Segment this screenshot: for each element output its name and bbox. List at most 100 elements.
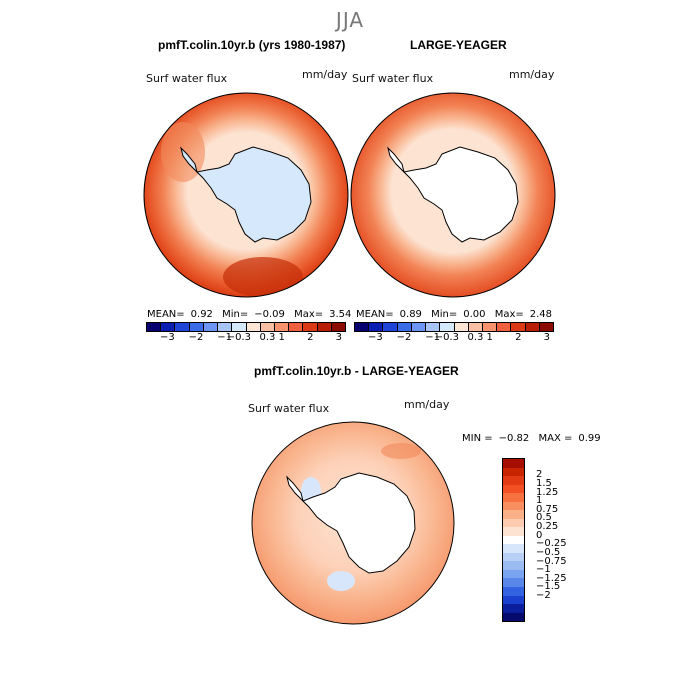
colorbar-swatch	[497, 323, 512, 331]
colorbar-swatch	[189, 323, 204, 331]
colorbar-ticks: −3 −2 −1 −0.3 0.3 1 2 3	[146, 332, 346, 344]
colorbar-swatch	[454, 323, 469, 331]
colorbar-tick-label: −2	[536, 590, 551, 602]
colorbar-tick-label: 1	[486, 332, 493, 343]
colorbar-swatch	[503, 501, 524, 511]
colorbar-tick-label: 2	[307, 332, 314, 343]
colorbar-swatch	[482, 323, 498, 331]
colorbar-tick-label: −0.3	[434, 332, 459, 343]
colorbar-swatch	[289, 323, 304, 331]
colorbar-swatch	[147, 323, 162, 331]
colorbar-swatch	[246, 323, 261, 331]
colorbar-tick-label: 0.3	[467, 332, 484, 343]
colorbar-swatch	[503, 459, 524, 468]
colorbar-swatch	[468, 323, 483, 331]
colorbar-tick-label: −1	[425, 332, 440, 343]
colorbar-swatch	[218, 323, 233, 331]
colorbar-tick-label: 0.3	[259, 332, 276, 343]
map-panel-difference	[251, 421, 455, 625]
antarctic-peninsula	[180, 146, 198, 174]
colorbar-tick-label: −2	[396, 332, 412, 343]
map-panel-observed	[350, 92, 556, 298]
antarctica-landmass	[195, 146, 312, 243]
map-border	[350, 92, 556, 298]
max-label: MAX =	[538, 433, 573, 444]
antarctica-landmass	[402, 146, 519, 243]
min-value: 0.00	[463, 309, 486, 320]
max-value: 3.54	[329, 309, 352, 320]
colorbar-tick-label: 2	[536, 469, 543, 481]
min-value: −0.82	[498, 433, 530, 444]
colorbar-tick-label: −1	[536, 564, 551, 576]
map-panel-model	[143, 92, 349, 298]
colorbar-swatch	[503, 518, 524, 528]
colorbar-swatch	[503, 561, 524, 570]
colorbar-tick-label: 1.5	[536, 477, 552, 489]
colorbar-tick-label: −3	[368, 332, 383, 343]
panel1-units-label: mm/day	[302, 68, 348, 81]
colorbar-swatch	[175, 323, 190, 331]
colorbar-swatch	[503, 612, 524, 622]
colorbar-swatch	[440, 323, 455, 331]
colorbar-swatch	[203, 323, 219, 331]
colorbar-swatch	[503, 544, 524, 553]
colorbar-swatch	[503, 493, 524, 502]
panel3-title: pmfT.colin.10yr.b - LARGE-YEAGER	[254, 364, 459, 378]
colorbar-swatch	[503, 604, 524, 613]
difference-colorbar-ticks: 2 1.5 1.25 1 0.75 0.5 0.25 0 −0.25 −0.5 −0.75 −1 −1.…	[536, 458, 596, 622]
max-label: Max=	[494, 309, 524, 320]
panel2-variable-label: Surf water flux	[352, 72, 434, 85]
panel3-minmax: MIN = −0.82 MAX = 0.99	[462, 433, 607, 444]
colorbar-tick-label: 0.5	[536, 512, 552, 524]
max-value: 2.48	[529, 309, 553, 320]
colorbar-tick-label: −1	[217, 332, 232, 343]
colorbar-tick-label: −0.25	[536, 538, 567, 550]
mean-label: MEAN=	[147, 309, 185, 320]
colorbar-tick-label: 3	[335, 332, 343, 343]
mean-label: MEAN=	[356, 309, 394, 320]
colorbar-swatch	[511, 323, 526, 331]
colorbar-swatch	[355, 323, 370, 331]
colorbar-swatch	[503, 476, 524, 485]
colorbar-swatch	[369, 323, 384, 331]
colorbar-swatch	[383, 323, 398, 331]
colorbar-tick-label: 1	[278, 332, 285, 343]
colorbar-tick-label: −1.25	[536, 572, 567, 584]
difference-colorbar	[502, 458, 525, 622]
season-title: JJA	[335, 8, 365, 32]
colorbar-swatch	[331, 323, 346, 331]
colorbar-tick-label: 2	[515, 332, 522, 343]
colorbar-swatch	[503, 552, 524, 562]
colorbar-swatches	[146, 322, 346, 332]
colorbar-swatch	[232, 323, 247, 331]
colorbar-tick-label: −3	[160, 332, 175, 343]
colorbar-swatch	[503, 586, 524, 596]
colorbar-swatches	[354, 322, 554, 332]
colorbar-swatch	[274, 323, 290, 331]
colorbar-tick-label: 1.25	[536, 486, 559, 498]
max-value: 0.99	[578, 433, 601, 444]
colorbar-tick-label: 0.25	[536, 521, 559, 533]
colorbar-swatch	[411, 323, 427, 331]
antarctica-landmass	[302, 472, 416, 574]
map-border	[251, 421, 455, 625]
colorbar-swatch	[539, 323, 554, 331]
panel2-stats: MEAN= 0.89 Min= 0.00 Max= 2.48	[356, 309, 558, 320]
colorbar-swatch	[525, 323, 540, 331]
panel2-colorbar: −3 −2 −1 −0.3 0.3 1 2 3	[354, 322, 554, 344]
colorbar-tick-label: −2	[188, 332, 204, 343]
antarctic-peninsula	[286, 475, 304, 503]
colorbar-swatch	[503, 484, 524, 494]
colorbar-tick-label: −0.3	[226, 332, 251, 343]
mean-value: 0.92	[190, 309, 213, 320]
colorbar-swatch	[426, 323, 441, 331]
antarctic-peninsula	[387, 146, 405, 174]
colorbar-swatch	[503, 535, 524, 545]
colorbar-tick-label: −0.5	[536, 546, 561, 558]
min-label: Min=	[431, 309, 458, 320]
colorbar-swatch	[397, 323, 412, 331]
colorbar-tick-label: −0.75	[536, 555, 567, 567]
panel3-units-label: mm/day	[404, 398, 450, 411]
colorbar-ticks: −3 −2 −1 −0.3 0.3 1 2 3	[354, 332, 554, 344]
min-label: Min=	[222, 309, 249, 320]
